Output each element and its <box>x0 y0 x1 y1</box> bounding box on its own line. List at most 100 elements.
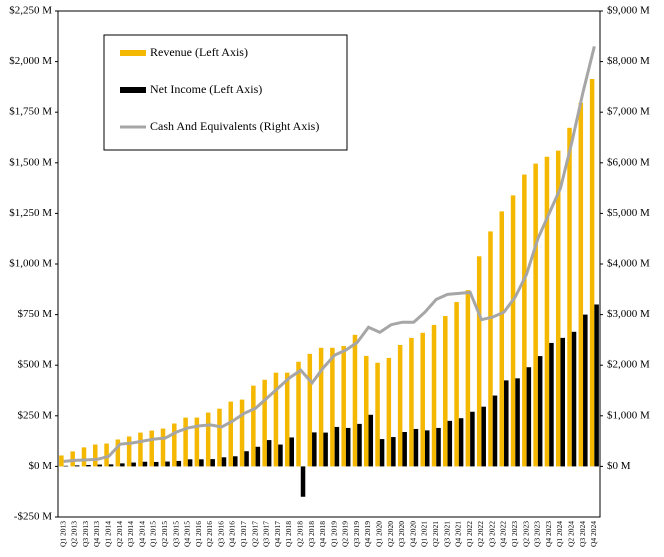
bar <box>289 437 294 467</box>
bar <box>172 423 177 467</box>
bar <box>142 461 148 467</box>
bar <box>108 464 114 467</box>
bar <box>255 446 261 467</box>
y2-tick-label: $7,000 M <box>607 106 650 118</box>
y-tick-label: $0 M <box>28 460 52 472</box>
x-tick-label: Q3 2017 <box>262 521 271 547</box>
x-tick-label: Q4 2019 <box>363 521 372 547</box>
y2-tick-label: $5,000 M <box>607 207 650 219</box>
y2-tick-label: $2,000 M <box>607 359 650 371</box>
y2-tick-label: $3,000 M <box>607 308 650 320</box>
bar <box>210 459 215 467</box>
bar <box>165 461 170 467</box>
y-tick-label: $1,000 M <box>9 258 52 270</box>
y-tick-label: $1,250 M <box>9 207 52 219</box>
bar <box>278 444 283 467</box>
x-tick-label: Q2 2023 <box>521 521 530 547</box>
bar <box>307 353 313 467</box>
bar <box>424 430 430 467</box>
bar <box>334 426 340 467</box>
bar <box>391 437 396 467</box>
bar <box>537 356 543 467</box>
bar <box>149 430 154 467</box>
y-tick-label: $750 M <box>17 308 52 320</box>
bar <box>555 150 561 467</box>
y2-tick-label: $9,000 M <box>607 5 650 17</box>
x-tick-label: Q3 2016 <box>216 521 225 547</box>
x-tick-label: Q3 2014 <box>126 521 135 547</box>
x-tick-label: Q4 2022 <box>499 521 508 547</box>
x-tick-label: Q3 2021 <box>442 521 451 547</box>
x-tick-label: Q2 2021 <box>431 521 440 547</box>
bar <box>443 316 448 467</box>
bar <box>594 304 599 467</box>
x-tick-label: Q1 2019 <box>329 521 338 547</box>
bar <box>284 372 290 467</box>
bar <box>70 451 75 467</box>
x-tick-label: Q4 2015 <box>183 521 192 547</box>
bar <box>104 443 109 467</box>
bar <box>194 417 200 467</box>
bar <box>364 355 369 467</box>
bar <box>357 423 362 467</box>
bar <box>476 256 482 467</box>
bar <box>86 464 91 467</box>
y2-tick-label: $1,000 M <box>607 409 650 421</box>
bar <box>409 337 414 467</box>
x-tick-label: Q2 2017 <box>250 521 259 547</box>
bar <box>402 431 407 467</box>
bar <box>115 439 121 467</box>
bar <box>578 102 584 467</box>
bar <box>251 385 256 467</box>
x-tick-label: Q2 2018 <box>295 521 304 547</box>
bar <box>318 347 324 467</box>
bar <box>300 466 306 497</box>
x-tick-label: Q2 2019 <box>341 521 350 547</box>
legend-swatch <box>120 50 146 56</box>
x-tick-label: Q2 2024 <box>566 521 575 547</box>
bar <box>93 444 98 467</box>
bar <box>436 427 441 467</box>
bar <box>379 439 385 467</box>
bar <box>81 447 87 467</box>
x-tick-label: Q3 2015 <box>171 521 180 547</box>
bar <box>273 372 279 467</box>
bar <box>205 412 211 467</box>
bar <box>345 427 351 467</box>
x-tick-label: Q3 2024 <box>578 521 587 547</box>
bar <box>454 302 459 467</box>
bar <box>262 379 267 467</box>
bar <box>413 428 419 467</box>
line <box>63 46 596 463</box>
bar <box>420 332 425 467</box>
x-tick-label: Q1 2015 <box>149 521 158 547</box>
bar <box>481 406 486 467</box>
x-tick-label: Q4 2014 <box>137 521 146 547</box>
y2-tick-label: $6,000 M <box>607 156 650 168</box>
bar <box>386 357 392 467</box>
x-tick-label: Q2 2014 <box>115 521 124 547</box>
bar <box>544 156 550 467</box>
y2-tick-label: $4,000 M <box>607 258 650 270</box>
x-tick-label: Q2 2015 <box>160 521 169 547</box>
x-tick-label: Q3 2013 <box>81 521 90 547</box>
x-tick-label: Q1 2013 <box>58 521 67 547</box>
bar <box>549 342 554 467</box>
y-tick-label: -$250 M <box>14 511 52 523</box>
x-tick-label: Q4 2024 <box>589 521 598 547</box>
bar <box>431 324 437 467</box>
x-tick-label: Q4 2020 <box>408 521 417 547</box>
x-tick-label: Q1 2016 <box>194 521 203 547</box>
bar <box>397 344 403 467</box>
bar <box>352 334 358 467</box>
bar <box>97 464 103 467</box>
x-tick-label: Q3 2019 <box>352 521 361 547</box>
bar <box>470 411 475 467</box>
x-tick-label: Q1 2023 <box>510 521 519 547</box>
bar <box>510 195 516 467</box>
bar <box>244 451 249 467</box>
bar <box>323 432 328 467</box>
x-tick-label: Q4 2023 <box>544 521 553 547</box>
